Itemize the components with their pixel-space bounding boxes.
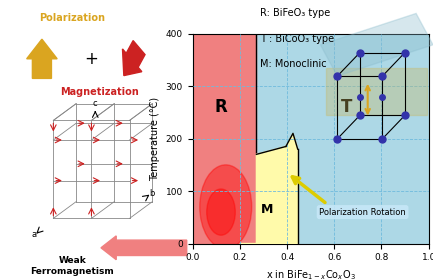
Text: a: a xyxy=(32,230,37,239)
Polygon shape xyxy=(320,13,433,76)
Text: +: + xyxy=(84,50,98,68)
Polygon shape xyxy=(240,133,298,244)
Text: c: c xyxy=(93,99,97,108)
Y-axis label: Temperature (°C): Temperature (°C) xyxy=(150,97,160,181)
FancyArrow shape xyxy=(27,39,57,78)
Text: T : BiCoO₃ type: T : BiCoO₃ type xyxy=(260,34,334,44)
Text: R: R xyxy=(215,98,227,116)
Text: T: T xyxy=(340,98,352,116)
Ellipse shape xyxy=(200,165,252,249)
X-axis label: x in BiFe$_{1-x}$Co$_x$O$_3$: x in BiFe$_{1-x}$Co$_x$O$_3$ xyxy=(266,268,355,280)
Ellipse shape xyxy=(207,189,235,235)
Text: Weak
Ferromagnetism: Weak Ferromagnetism xyxy=(30,256,114,276)
Text: Magnetization: Magnetization xyxy=(60,87,139,97)
Text: Polarization: Polarization xyxy=(39,13,105,23)
Text: b: b xyxy=(149,189,154,198)
Text: R: BiFeO₃ type: R: BiFeO₃ type xyxy=(260,8,330,18)
Polygon shape xyxy=(193,34,256,244)
Text: M: Monoclinic: M: Monoclinic xyxy=(260,59,326,69)
FancyArrow shape xyxy=(101,236,187,260)
FancyArrow shape xyxy=(123,41,145,76)
Text: M: M xyxy=(261,203,273,216)
Polygon shape xyxy=(326,68,427,115)
Text: Polarization Rotation: Polarization Rotation xyxy=(319,207,406,217)
